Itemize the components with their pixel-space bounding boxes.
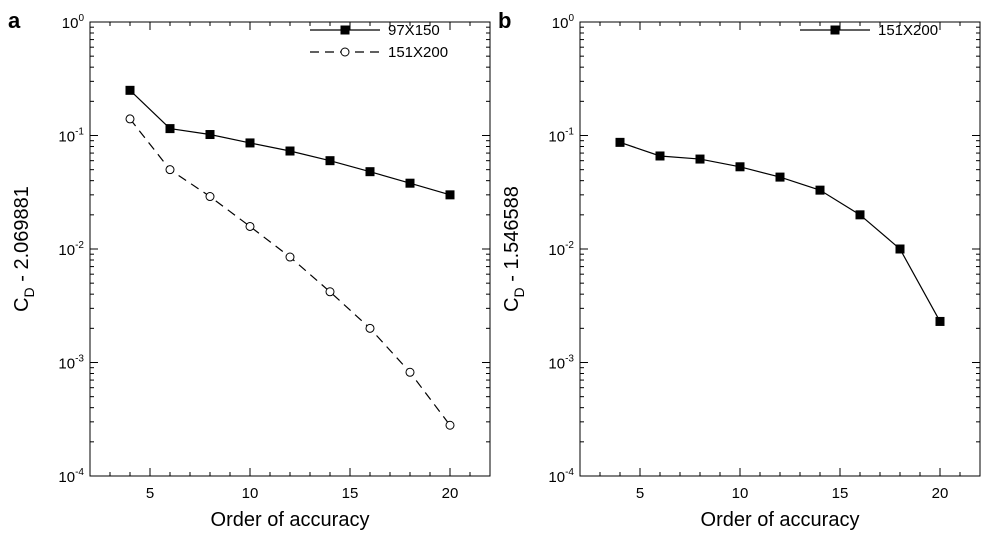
data-point xyxy=(325,156,335,166)
chart-panel-a: a 10-4 10-3 10-2 10-1 100 5 10 15 20 Order of accu… xyxy=(8,8,491,531)
data-point xyxy=(365,167,375,177)
series-151X200 xyxy=(125,114,455,430)
y-tick-label: 100 xyxy=(62,13,85,32)
x-tick-label: 10 xyxy=(732,485,749,502)
series-line xyxy=(129,89,451,196)
x-tick-label: 5 xyxy=(636,485,644,502)
panel-letter: a xyxy=(8,8,21,33)
data-point xyxy=(815,185,825,195)
data-point xyxy=(285,146,295,156)
data-point xyxy=(245,221,255,231)
chart-panel-b: b 10-4 10-3 10-2 10-1 100 5 10 15 20 Order of accu… xyxy=(498,8,981,531)
legend-label: 151X200 xyxy=(878,22,938,39)
plot-frame xyxy=(579,21,981,477)
data-point xyxy=(895,244,905,254)
y-tick-label: 10-4 xyxy=(548,467,574,486)
data-point xyxy=(405,367,415,377)
x-tick-label: 20 xyxy=(932,485,949,502)
y-tick-label: 10-2 xyxy=(58,240,84,259)
data-point xyxy=(325,287,335,297)
y-tick-label: 10-1 xyxy=(548,127,574,146)
x-axis-label: Order of accuracy xyxy=(701,509,860,531)
data-point xyxy=(615,137,625,147)
x-tick-label: 10 xyxy=(242,485,259,502)
data-point xyxy=(775,172,785,182)
data-point xyxy=(735,162,745,172)
data-point xyxy=(285,252,295,262)
data-point xyxy=(165,165,175,175)
y-tick-label: 10-3 xyxy=(548,354,574,373)
x-tick-label: 5 xyxy=(146,485,154,502)
legend-marker xyxy=(340,47,350,57)
y-tick-label: 10-3 xyxy=(58,354,84,373)
y-tick-label: 100 xyxy=(552,13,575,32)
data-point xyxy=(245,138,255,148)
series-line xyxy=(619,141,941,322)
x-tick-label: 15 xyxy=(342,485,359,502)
panel-letter: b xyxy=(498,8,511,33)
legend-entry: 97X150 xyxy=(310,22,440,39)
y-tick-label: 10-1 xyxy=(58,127,84,146)
data-point xyxy=(125,85,135,95)
data-point xyxy=(655,151,665,161)
data-point xyxy=(695,154,705,164)
legend-marker xyxy=(340,25,350,35)
series-line xyxy=(129,118,451,426)
legend-marker xyxy=(830,25,840,35)
data-point xyxy=(445,190,455,200)
legend-label: 97X150 xyxy=(388,22,440,39)
x-tick-label: 20 xyxy=(442,485,459,502)
legend-entry: 151X200 xyxy=(310,44,448,61)
plot-frame xyxy=(89,21,491,477)
data-point xyxy=(365,323,375,333)
data-point xyxy=(935,316,945,326)
y-tick-label: 10-2 xyxy=(548,240,574,259)
y-axis-label: CD - 2.069881 xyxy=(11,186,37,312)
x-axis-label: Order of accuracy xyxy=(211,509,370,531)
legend-label: 151X200 xyxy=(388,44,448,61)
data-point xyxy=(205,192,215,202)
series-151X200 xyxy=(615,137,945,326)
x-tick-label: 15 xyxy=(832,485,849,502)
data-point xyxy=(445,420,455,430)
data-point xyxy=(855,210,865,220)
data-point xyxy=(165,124,175,134)
data-point xyxy=(405,178,415,188)
data-point xyxy=(205,130,215,140)
y-tick-label: 10-4 xyxy=(58,467,84,486)
legend-entry: 151X200 xyxy=(800,22,938,39)
series-97X150 xyxy=(125,85,455,200)
data-point xyxy=(125,114,135,124)
y-axis-label: CD - 1.546588 xyxy=(501,186,527,312)
